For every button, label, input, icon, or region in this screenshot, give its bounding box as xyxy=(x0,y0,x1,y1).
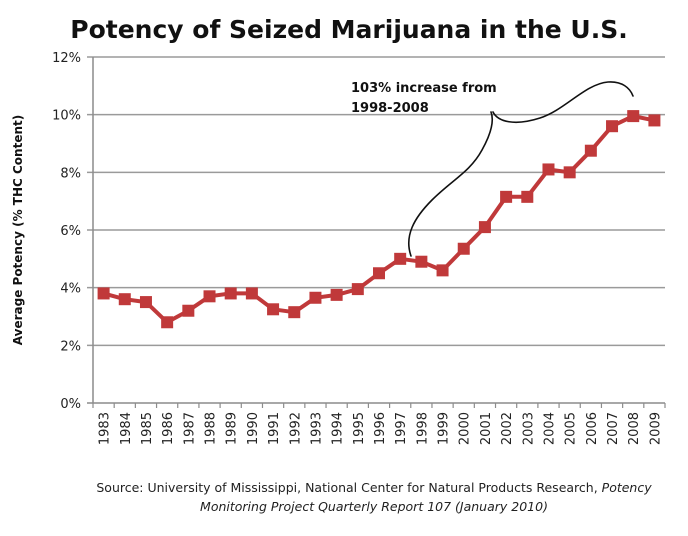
source-line-1: Source: University of Mississippi, Natio… xyxy=(96,480,652,495)
data-point-marker xyxy=(500,190,513,203)
data-point-marker xyxy=(267,303,280,316)
x-tick-label: 1997 xyxy=(394,412,409,445)
x-tick-label: 2006 xyxy=(585,412,600,445)
axes xyxy=(87,57,666,408)
source-line-1-italic: Potency xyxy=(602,480,653,495)
x-tick-label: 2004 xyxy=(542,412,557,445)
y-tick-label: 12% xyxy=(52,51,81,66)
data-point-marker xyxy=(182,304,195,317)
x-tick-label: 1989 xyxy=(225,412,240,445)
x-tick-label: 1996 xyxy=(373,412,388,445)
data-point-marker xyxy=(478,221,491,234)
data-point-marker xyxy=(161,316,174,329)
data-point-marker xyxy=(351,283,364,296)
x-tick-label: 1993 xyxy=(309,412,324,445)
data-point-marker xyxy=(521,190,534,203)
data-point-marker xyxy=(627,110,640,123)
x-tick-label: 1985 xyxy=(140,412,155,445)
data-point-marker xyxy=(606,120,619,133)
x-tick-label: 1998 xyxy=(415,412,430,445)
y-tick-label: 2% xyxy=(60,339,81,354)
x-tick-label: 2009 xyxy=(648,412,663,445)
x-tick-label: 1986 xyxy=(161,412,176,445)
chart-title: Potency of Seized Marijuana in the U.S. xyxy=(70,15,627,44)
annotation-line-2: 1998-2008 xyxy=(351,101,429,116)
x-tick-label: 2000 xyxy=(458,412,473,445)
x-tick-label: 1984 xyxy=(119,412,134,445)
data-point-marker xyxy=(542,163,555,176)
series-line xyxy=(103,114,655,325)
data-point-marker xyxy=(330,288,343,301)
data-point-marker xyxy=(457,242,470,255)
x-tick-label: 1992 xyxy=(288,412,303,445)
data-point-marker xyxy=(563,166,576,179)
y-tick-label: 10% xyxy=(52,109,81,124)
series-potency xyxy=(97,110,661,329)
data-point-marker xyxy=(373,267,385,280)
data-point-marker xyxy=(203,290,216,303)
data-point-marker xyxy=(288,306,301,319)
annotation-brace xyxy=(407,81,634,257)
annotation: 103% increase from 1998-2008 xyxy=(351,81,634,257)
x-axis-tick-labels: 1983 1984 1985 1986 1987 1988 1989 1990 1991 1992… xyxy=(98,412,664,445)
data-point-marker xyxy=(584,144,597,157)
y-tick-label: 0% xyxy=(60,397,81,412)
x-tick-label: 2001 xyxy=(479,412,494,445)
y-tick-label: 4% xyxy=(60,282,81,297)
x-tick-label: 1994 xyxy=(331,412,346,445)
data-point-marker xyxy=(394,252,407,265)
data-point-marker xyxy=(436,264,449,277)
y-tick-label: 6% xyxy=(60,224,81,239)
data-point-marker xyxy=(118,293,131,306)
x-tick-label: 1999 xyxy=(437,412,452,445)
x-tick-label: 1987 xyxy=(182,412,197,445)
x-tick-label: 2007 xyxy=(606,412,621,445)
y-axis-title: Average Potency (% THC Content) xyxy=(11,115,25,345)
x-tick-label: 1983 xyxy=(98,412,113,445)
data-point-marker xyxy=(648,114,661,127)
x-tick-label: 1990 xyxy=(246,412,261,445)
data-point-marker xyxy=(139,296,152,309)
y-tick-label: 8% xyxy=(60,166,81,181)
x-tick-label: 1988 xyxy=(204,412,219,445)
source-line-2: Monitoring Project Quarterly Report 107 … xyxy=(200,499,548,514)
y-axis-tick-labels: 0% 2% 4% 6% 8% 10% 12% xyxy=(52,51,81,412)
x-tick-label: 2002 xyxy=(500,412,515,445)
data-point-marker xyxy=(415,255,428,268)
x-tick-label: 1995 xyxy=(352,412,367,445)
x-tick-label: 2003 xyxy=(521,412,536,445)
data-point-marker xyxy=(309,291,322,304)
data-point-marker xyxy=(245,287,258,300)
x-tick-label: 2005 xyxy=(564,412,579,445)
gridlines xyxy=(87,56,665,347)
x-tick-label: 2008 xyxy=(627,412,642,445)
annotation-line-1: 103% increase from xyxy=(351,81,497,96)
x-tick-label: 1991 xyxy=(267,412,282,445)
source-line-1-regular: Source: University of Mississippi, Natio… xyxy=(96,480,601,495)
data-point-marker xyxy=(97,287,110,300)
data-point-marker xyxy=(224,287,237,300)
